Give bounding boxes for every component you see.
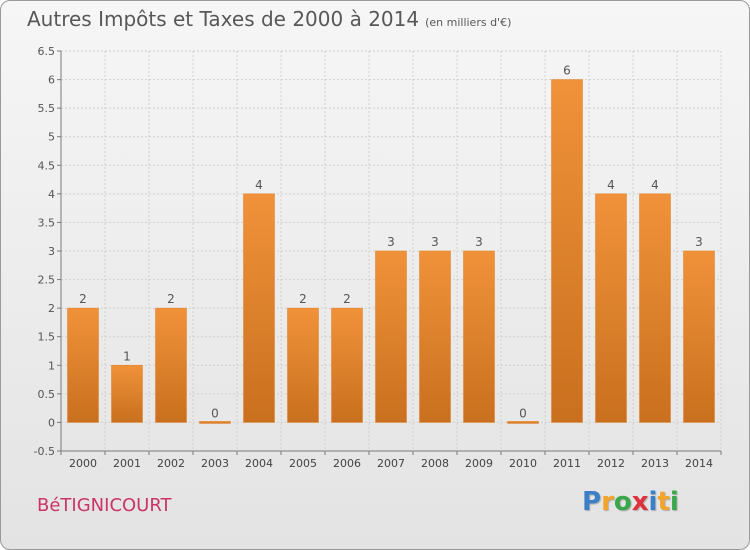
data-label-2000: 2 <box>79 292 87 306</box>
x-tick-label-2014: 2014 <box>685 457 713 470</box>
data-label-2014: 3 <box>695 235 703 249</box>
x-tick-label-2013: 2013 <box>641 457 669 470</box>
chart-unit: (en milliers d'€) <box>425 16 512 29</box>
y-tick-label: 2 <box>48 302 55 315</box>
bar-2001 <box>111 365 143 423</box>
data-label-2009: 3 <box>475 235 483 249</box>
data-label-2005: 2 <box>299 292 307 306</box>
y-tick-label: 1.5 <box>38 331 56 344</box>
data-label-2006: 2 <box>343 292 351 306</box>
x-tick-label-2001: 2001 <box>113 457 141 470</box>
y-tick-label: 4.5 <box>38 159 56 172</box>
logo-letter: P <box>582 487 602 517</box>
bar-2012 <box>595 193 627 423</box>
x-tick-label-2004: 2004 <box>245 457 273 470</box>
data-label-2012: 4 <box>607 178 615 192</box>
x-tick-label-2010: 2010 <box>509 457 537 470</box>
x-tick-label-2011: 2011 <box>553 457 581 470</box>
chart-title: Autres Impôts et Taxes de 2000 à 2014 (en… <box>27 7 511 31</box>
y-tick-label: 0 <box>48 416 55 429</box>
data-label-2003: 0 <box>211 406 219 420</box>
x-tick-label-2006: 2006 <box>333 457 361 470</box>
bar-2010 <box>507 421 539 424</box>
y-tick-label: 4 <box>48 188 55 201</box>
y-tick-label: -0.5 <box>34 445 55 458</box>
x-tick-label-2007: 2007 <box>377 457 405 470</box>
y-tick-label: 6.5 <box>38 45 56 58</box>
x-tick-label-2005: 2005 <box>289 457 317 470</box>
bar-2000 <box>67 307 99 423</box>
bar-2007 <box>375 250 407 423</box>
data-labels: 2 1 2 0 4 2 2 3 3 3 0 6 4 4 3 <box>79 64 703 421</box>
x-tick-label-2000: 2000 <box>69 457 97 470</box>
y-tick-label: 5.5 <box>38 102 56 115</box>
chart-title-text: Autres Impôts et Taxes de 2000 à 2014 <box>27 7 420 31</box>
logo-letter: t <box>657 487 670 517</box>
bar-2002 <box>155 307 187 423</box>
logo-letter: r <box>601 487 614 517</box>
data-label-2001: 1 <box>123 349 131 363</box>
bar-2005 <box>287 307 319 423</box>
proxiti-logo: Proxiti <box>582 487 679 517</box>
x-tick-label-2002: 2002 <box>157 457 185 470</box>
data-label-2008: 3 <box>431 235 439 249</box>
bar-2013 <box>639 193 671 423</box>
x-tick-label-2012: 2012 <box>597 457 625 470</box>
bar-2003 <box>199 421 231 424</box>
data-label-2002: 2 <box>167 292 175 306</box>
logo-letter: i <box>669 487 679 517</box>
y-tick-label: 3.5 <box>38 216 56 229</box>
data-label-2010: 0 <box>519 406 527 420</box>
logo-letter: x <box>631 487 649 517</box>
y-tick-label: 1 <box>48 359 55 372</box>
bar-2009 <box>463 250 495 423</box>
data-label-2007: 3 <box>387 235 395 249</box>
data-label-2004: 4 <box>255 178 263 192</box>
bar-2004 <box>243 193 275 423</box>
y-tick-label: 6 <box>48 74 55 87</box>
data-label-2011: 6 <box>563 64 571 78</box>
y-tick-label: 5 <box>48 131 55 144</box>
x-tick-label-2008: 2008 <box>421 457 449 470</box>
bar-2014 <box>683 250 715 423</box>
y-tick-label: 0.5 <box>38 388 56 401</box>
bar-2008 <box>419 250 451 423</box>
y-tick-label: 3 <box>48 245 55 258</box>
bar-2011 <box>551 79 583 423</box>
place-name: BéTIGNICOURT <box>37 495 172 516</box>
x-tick-label-2009: 2009 <box>465 457 493 470</box>
data-label-2013: 4 <box>651 178 659 192</box>
y-tick-label: 2.5 <box>38 274 56 287</box>
bars <box>67 79 715 424</box>
logo-letter: i <box>648 487 658 517</box>
x-tick-label-2003: 2003 <box>201 457 229 470</box>
axes <box>57 50 722 455</box>
logo-letter: o <box>613 487 632 517</box>
bar-2006 <box>331 307 363 423</box>
